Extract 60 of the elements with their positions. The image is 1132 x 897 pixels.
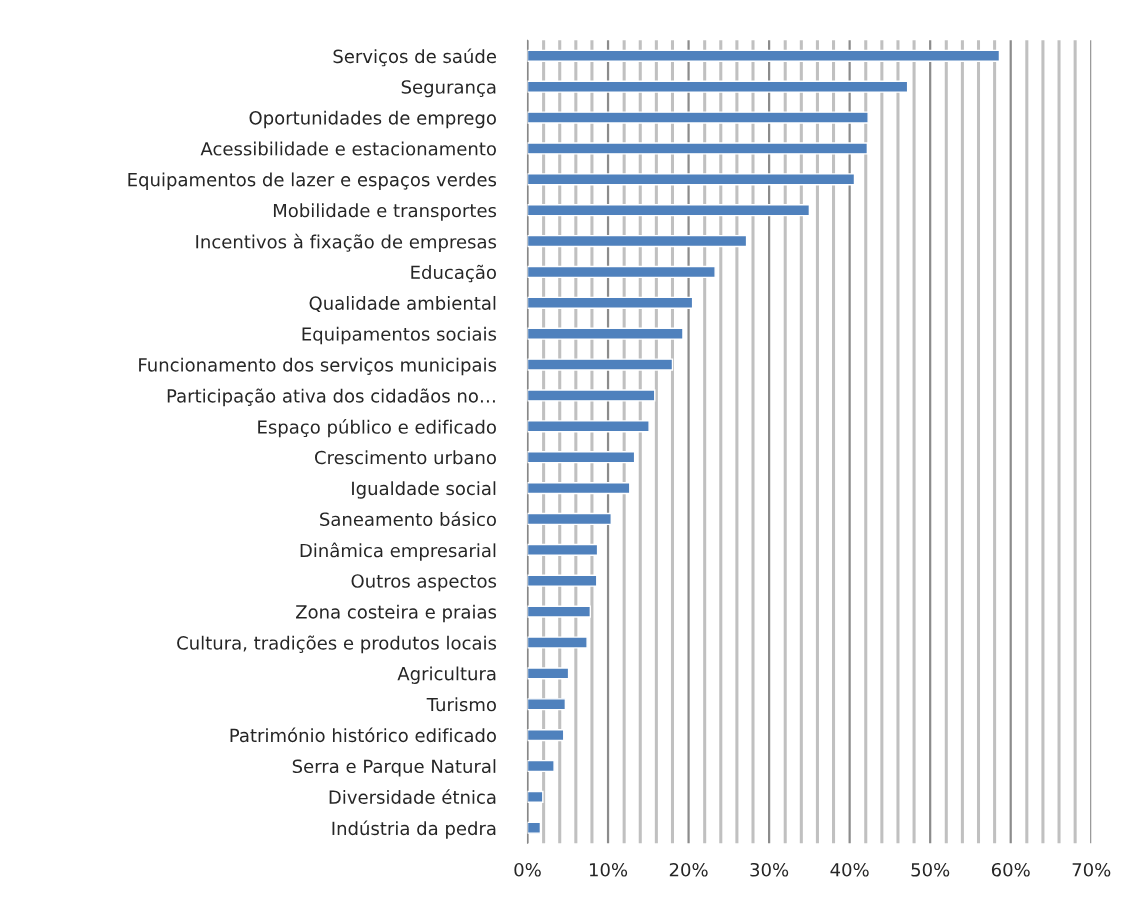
bar <box>527 698 567 711</box>
bar <box>527 49 1001 62</box>
bar <box>527 142 869 155</box>
y-tick-label: Segurança <box>401 80 496 98</box>
bar <box>527 204 811 217</box>
y-tick-label: Cultura, tradições e produtos locais <box>177 635 497 654</box>
y-tick-label: Mobilidade e transportes <box>273 203 497 221</box>
bar <box>527 389 656 402</box>
bar <box>527 327 684 340</box>
y-tick-label: Funcionamento dos serviços municipais <box>139 357 497 376</box>
bar <box>527 729 565 742</box>
y-tick-label: Património histórico edificado <box>230 727 496 743</box>
bar <box>527 80 909 93</box>
y-tick-label: Qualidade ambiental <box>309 295 496 313</box>
y-tick-label: Outros aspectos <box>351 574 497 592</box>
bar <box>527 420 650 433</box>
bar <box>527 173 856 186</box>
bar <box>527 636 588 649</box>
bar <box>527 759 555 773</box>
x-tick-label: 60% <box>991 862 1030 877</box>
y-tick-label: Incentivos à fixação de empresas <box>196 233 497 253</box>
y-tick-label: Agricultura <box>397 666 496 684</box>
x-tick-label: 70% <box>1072 862 1111 877</box>
y-tick-label: Turismo <box>426 697 496 712</box>
x-tick-label: 0% <box>514 862 541 877</box>
bar <box>527 451 636 464</box>
bar <box>527 512 612 526</box>
y-tick-label: Espaço público e edificado <box>258 419 496 438</box>
bar <box>527 296 694 309</box>
bar <box>527 358 674 371</box>
bar <box>527 667 570 680</box>
bar <box>527 574 598 587</box>
bar <box>527 481 631 495</box>
y-tick-label: Equipamentos sociais <box>302 326 497 345</box>
y-tick-label: Serra e Parque Natural <box>292 759 496 777</box>
x-tick-label: 40% <box>830 862 869 877</box>
x-tick-label: 50% <box>911 862 950 877</box>
bar <box>527 234 748 248</box>
y-tick-label: Saneamento básico <box>320 511 496 527</box>
y-tick-label: Acessibilidade e estacionamento <box>200 141 496 156</box>
bar <box>527 111 869 124</box>
bar <box>527 605 592 618</box>
y-tick-label: Serviços de saúde <box>333 48 496 67</box>
y-tick-label: Crescimento urbano <box>315 450 496 465</box>
y-tick-label: Participação ativa dos cidadãos no… <box>167 388 495 407</box>
x-tick-label: 20% <box>669 862 708 877</box>
y-tick-label: Indústria da pedra <box>332 820 496 839</box>
bar <box>527 265 716 279</box>
x-tick-label: 30% <box>750 862 789 877</box>
x-tick-label: 10% <box>589 862 628 877</box>
y-tick-label: Equipamentos de lazer e espaços verdes <box>128 172 497 190</box>
bar <box>527 543 599 556</box>
y-tick-label: Diversidade étnica <box>329 789 496 804</box>
y-tick-label: Educação <box>411 264 496 283</box>
bar <box>527 821 542 834</box>
bar <box>527 790 544 803</box>
y-tick-label: Zona costeira e praias <box>296 604 497 623</box>
y-tick-label: Dinâmica empresarial <box>300 542 496 561</box>
y-tick-label: Oportunidades de emprego <box>249 110 496 129</box>
y-tick-label: Igualdade social <box>352 481 496 499</box>
